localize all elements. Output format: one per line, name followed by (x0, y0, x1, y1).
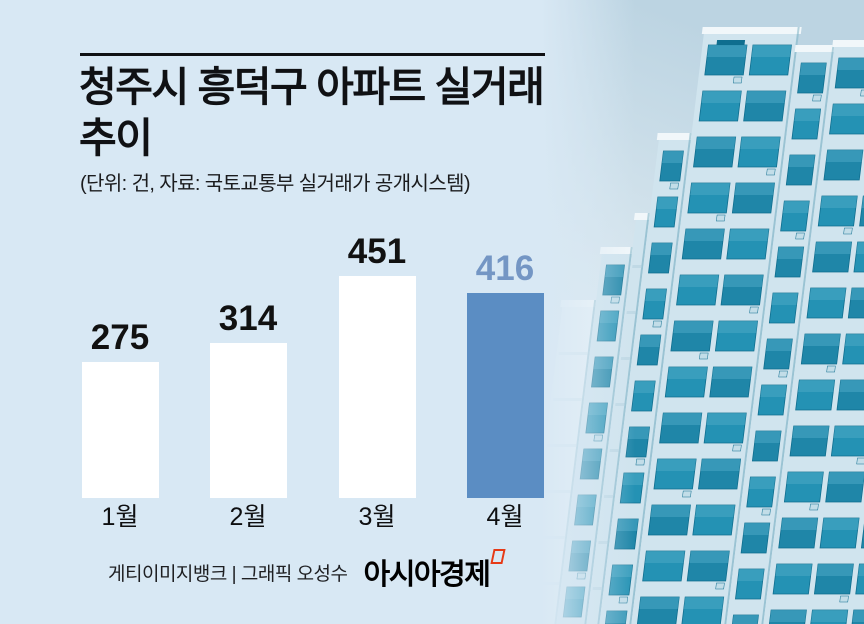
footer-credit: 게티이미지뱅크 | 그래픽 오성수 (108, 563, 348, 585)
bar-1월 (81, 362, 159, 498)
page-title: 청주시 흥덕구 아파트 실거래 추이 (79, 62, 579, 164)
title-rule (80, 53, 545, 56)
apartment-building-photo (540, 0, 864, 624)
category-label-3월: 3월 (358, 503, 396, 531)
building-strip (622, 27, 802, 624)
page-title-line2: 추이 (79, 115, 153, 161)
footer: 게티이미지뱅크 | 그래픽 오성수 아시아경제 (108, 549, 507, 593)
bar-value-4월: 416 (475, 249, 535, 288)
category-label-1월: 1월 (101, 503, 139, 531)
brand-logo: 아시아경제 (363, 559, 491, 591)
category-label-2월: 2월 (229, 503, 267, 531)
bar-value-3월: 451 (347, 232, 407, 271)
page-title-line1: 청주시 흥덕구 아파트 실거래 (79, 64, 545, 110)
unit-source-note: (단위: 건, 자료: 국토교통부 실거래가 공개시스템) (80, 173, 471, 195)
photo-left-fade (540, 0, 635, 624)
bar-4월 (466, 293, 544, 498)
bar-value-2월: 314 (218, 299, 278, 338)
category-label-4월: 4월 (486, 503, 524, 531)
building-strip (717, 45, 837, 624)
bar-3월 (338, 276, 416, 498)
bar-2월 (209, 343, 287, 498)
building-strip (754, 40, 864, 624)
bar-value-1월: 275 (90, 318, 150, 357)
